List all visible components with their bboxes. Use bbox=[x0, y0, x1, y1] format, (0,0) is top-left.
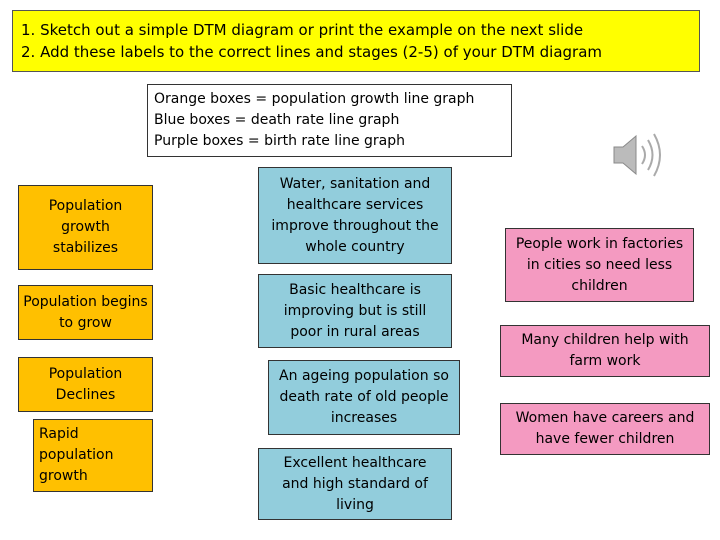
blue-box[interactable]: Basic healthcare is improving but is sti… bbox=[258, 274, 452, 348]
orange-box[interactable]: Population growth stabilizes bbox=[18, 185, 153, 270]
pink-box[interactable]: Many children help with farm work bbox=[500, 325, 710, 377]
pink-box[interactable]: People work in factories in cities so ne… bbox=[505, 228, 694, 302]
instruction-line: 2. Add these labels to the correct lines… bbox=[21, 43, 603, 61]
blue-box[interactable]: An ageing population so death rate of ol… bbox=[268, 360, 460, 435]
pink-box[interactable]: Women have careers and have fewer childr… bbox=[500, 403, 710, 455]
key-line: Orange boxes = population growth line gr… bbox=[154, 91, 475, 107]
speaker-icon[interactable] bbox=[610, 130, 665, 180]
instructions: 1. Sketch out a simple DTM diagram or pr… bbox=[12, 10, 700, 72]
key-line: Blue boxes = death rate line graph bbox=[154, 112, 400, 128]
key-line: Purple boxes = birth rate line graph bbox=[154, 133, 406, 149]
blue-box[interactable]: Water, sanitation and healthcare service… bbox=[258, 167, 452, 264]
orange-box[interactable]: Population begins to grow bbox=[18, 285, 153, 340]
orange-box[interactable]: Population Declines bbox=[18, 357, 153, 412]
orange-box[interactable]: Rapid population growth bbox=[33, 419, 153, 492]
color-key: Orange boxes = population growth line gr… bbox=[147, 84, 512, 157]
blue-box[interactable]: Excellent healthcare and high standard o… bbox=[258, 448, 452, 520]
instruction-line: 1. Sketch out a simple DTM diagram or pr… bbox=[21, 21, 584, 39]
